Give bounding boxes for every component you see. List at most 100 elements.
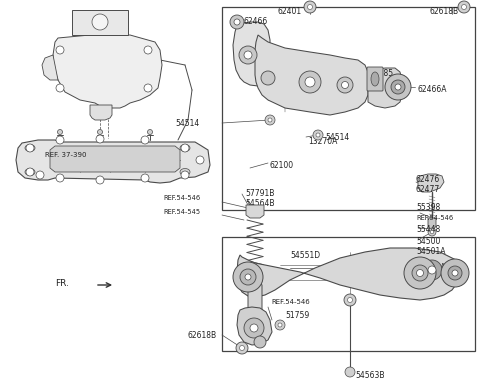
Circle shape (304, 1, 316, 13)
Text: 54501A: 54501A (416, 248, 445, 257)
Text: 62618B: 62618B (188, 332, 217, 341)
Circle shape (144, 84, 152, 92)
Circle shape (250, 324, 258, 332)
Circle shape (305, 77, 315, 87)
Text: 54563B: 54563B (355, 372, 384, 380)
Circle shape (412, 265, 428, 281)
Circle shape (96, 176, 104, 184)
Circle shape (240, 269, 256, 285)
Circle shape (461, 5, 467, 10)
Circle shape (26, 168, 34, 176)
Text: 54514: 54514 (176, 120, 200, 128)
Polygon shape (418, 174, 444, 192)
Circle shape (245, 274, 251, 280)
Circle shape (341, 82, 348, 89)
Ellipse shape (180, 168, 190, 175)
Circle shape (422, 260, 442, 280)
FancyBboxPatch shape (367, 67, 383, 91)
Ellipse shape (180, 144, 190, 151)
Circle shape (244, 51, 252, 59)
Circle shape (96, 135, 104, 143)
Circle shape (395, 84, 401, 90)
Circle shape (56, 46, 64, 54)
Text: 54584A: 54584A (416, 264, 445, 272)
Circle shape (181, 171, 189, 179)
Text: 62100: 62100 (270, 161, 294, 171)
Circle shape (428, 266, 436, 274)
Polygon shape (233, 22, 270, 86)
Circle shape (404, 257, 436, 289)
Circle shape (36, 171, 44, 179)
Circle shape (278, 323, 282, 327)
Circle shape (299, 71, 321, 93)
Polygon shape (90, 105, 112, 120)
Circle shape (141, 174, 149, 182)
Text: 62618B: 62618B (430, 7, 459, 15)
Circle shape (56, 84, 64, 92)
Circle shape (275, 320, 285, 330)
Text: REF. 37-390: REF. 37-390 (45, 152, 86, 158)
Circle shape (448, 266, 462, 280)
Polygon shape (53, 35, 162, 108)
Polygon shape (246, 205, 264, 218)
Circle shape (348, 298, 352, 303)
Circle shape (144, 46, 152, 54)
Circle shape (452, 270, 458, 276)
Text: 51759: 51759 (285, 312, 309, 320)
Circle shape (233, 262, 263, 292)
Text: 54514: 54514 (325, 134, 349, 142)
Text: REF.54-545: REF.54-545 (163, 209, 200, 215)
Text: REF.54-546: REF.54-546 (163, 195, 200, 201)
Text: REF.54-546: REF.54-546 (271, 299, 310, 305)
Circle shape (147, 130, 153, 135)
Circle shape (428, 228, 436, 236)
Polygon shape (368, 68, 402, 108)
Circle shape (316, 133, 320, 137)
Ellipse shape (371, 72, 379, 86)
Polygon shape (237, 307, 272, 345)
Polygon shape (428, 218, 436, 229)
Text: 55448: 55448 (416, 226, 440, 235)
Circle shape (414, 252, 450, 288)
Circle shape (240, 346, 244, 351)
Text: 62401: 62401 (278, 7, 302, 15)
Circle shape (308, 5, 312, 10)
Circle shape (254, 336, 266, 348)
Text: 57791B: 57791B (245, 190, 275, 199)
Circle shape (56, 136, 64, 144)
Text: REF.54-546: REF.54-546 (416, 215, 453, 221)
Text: 62477: 62477 (416, 185, 440, 195)
Polygon shape (72, 10, 128, 35)
Polygon shape (50, 146, 180, 172)
Text: 62476: 62476 (416, 175, 440, 185)
Ellipse shape (25, 144, 35, 151)
Bar (222, 237, 475, 351)
Circle shape (26, 144, 34, 152)
Circle shape (441, 259, 469, 287)
Circle shape (261, 71, 275, 85)
Circle shape (344, 294, 356, 306)
Ellipse shape (25, 168, 35, 175)
Circle shape (430, 230, 434, 234)
Circle shape (58, 130, 62, 135)
Circle shape (313, 130, 323, 140)
Text: FR.: FR. (55, 279, 69, 288)
Circle shape (141, 136, 149, 144)
Text: 62466A: 62466A (418, 86, 447, 94)
Text: 54500: 54500 (416, 238, 440, 247)
Text: 62466: 62466 (243, 17, 267, 26)
Circle shape (92, 14, 108, 30)
Text: 55398: 55398 (416, 204, 440, 212)
Circle shape (244, 318, 264, 338)
Text: 54551D: 54551D (290, 252, 320, 260)
Polygon shape (16, 140, 210, 183)
Circle shape (417, 269, 423, 276)
Circle shape (181, 144, 189, 152)
Circle shape (458, 1, 470, 13)
Text: 54564B: 54564B (245, 200, 275, 209)
Polygon shape (42, 55, 58, 80)
Text: 62485: 62485 (370, 70, 394, 79)
Circle shape (385, 74, 411, 100)
Circle shape (196, 156, 204, 164)
Circle shape (234, 19, 240, 25)
